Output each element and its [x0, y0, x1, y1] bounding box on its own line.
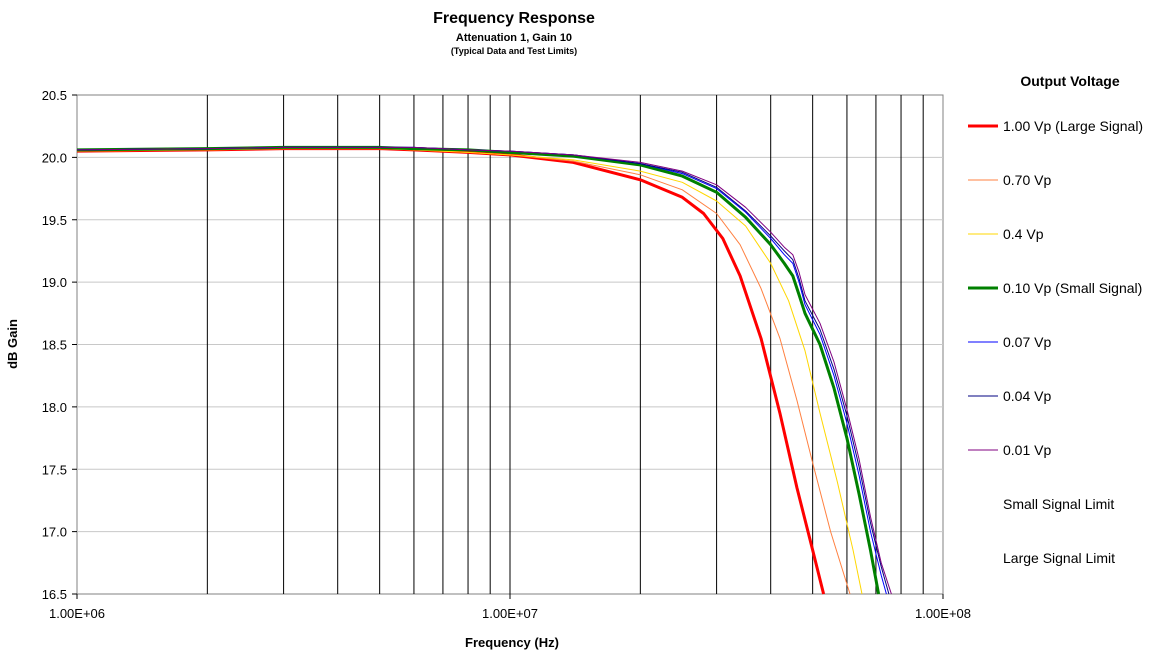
y-tick-label: 20.0: [42, 150, 67, 165]
legend-label: 0.01 Vp: [1003, 442, 1051, 458]
y-tick-label: 16.5: [42, 587, 67, 602]
legend-label: 0.4 Vp: [1003, 226, 1044, 242]
y-tick-label: 17.0: [42, 525, 67, 540]
y-tick-labels: 20.5 20.0 19.5 19.0 18.5 18.0 17.5 17.0 16.5: [42, 88, 67, 602]
y-tick-label: 18.0: [42, 400, 67, 415]
series-layer: [76, 145, 892, 595]
y-tick-label: 19.0: [42, 275, 67, 290]
x-tick-labels: 1.00E+06 1.00E+07 1.00E+08: [49, 594, 971, 621]
y-tick-label: 17.5: [42, 462, 67, 477]
chart-note: (Typical Data and Test Limits): [451, 46, 577, 56]
x-tick-label: 1.00E+07: [482, 606, 538, 621]
legend: 1.00 Vp (Large Signal) 0.70 Vp 0.4 Vp 0.10 …: [968, 118, 1143, 566]
legend-title: Output Voltage: [1020, 73, 1119, 89]
grid-lines: [72, 94, 943, 595]
legend-label: 0.10 Vp (Small Signal): [1003, 280, 1142, 296]
x-tick-label: 1.00E+08: [915, 606, 971, 621]
legend-label: 1.00 Vp (Large Signal): [1003, 118, 1143, 134]
legend-label: Large Signal Limit: [1003, 550, 1115, 566]
y-tick-label: 20.5: [42, 88, 67, 103]
legend-label: Small Signal Limit: [1003, 496, 1114, 512]
legend-label: 0.07 Vp: [1003, 334, 1051, 350]
y-tick-label: 18.5: [42, 338, 67, 353]
y-tick-label: 19.5: [42, 213, 67, 228]
x-tick-label: 1.00E+06: [49, 606, 105, 621]
legend-label: 0.04 Vp: [1003, 388, 1051, 404]
chart-title: Frequency Response: [433, 10, 595, 27]
series-line: [76, 146, 892, 595]
legend-label: 0.70 Vp: [1003, 172, 1051, 188]
y-axis-title: dB Gain: [5, 319, 20, 369]
x-axis-title: Frequency (Hz): [465, 635, 559, 650]
chart-subtitle: Attenuation 1, Gain 10: [456, 32, 572, 44]
